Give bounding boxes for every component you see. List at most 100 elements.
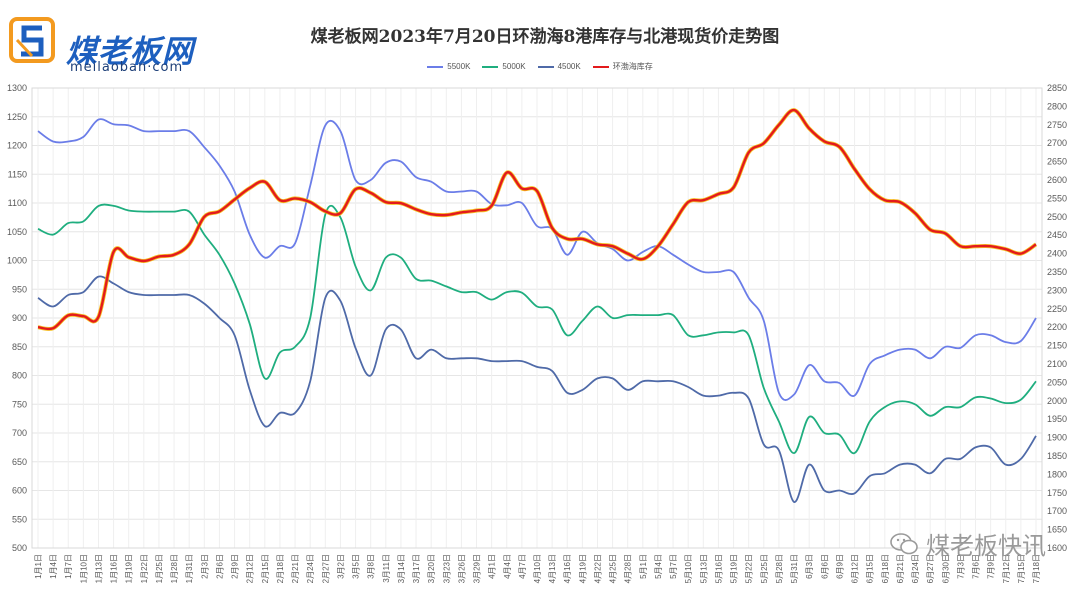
logo-domain: meilaoban·com — [70, 60, 184, 75]
y-axis-left: 500 550 600 650 700 750 800 850 900 950 1000 1050 11… — [7, 83, 27, 553]
series-line-4500k — [37, 275, 1037, 503]
y-tick-left: 1050 — [7, 227, 27, 237]
x-tick: 7月3日 — [956, 554, 965, 579]
x-tick: 3月20日 — [427, 554, 436, 583]
x-tick: 5月22日 — [745, 554, 754, 583]
x-tick: 5月19日 — [730, 554, 739, 583]
x-tick: 6月27日 — [926, 554, 935, 583]
x-tick: 3月14日 — [397, 554, 406, 583]
y-tick-right: 2300 — [1047, 285, 1067, 295]
series-line-5500k — [37, 118, 1037, 401]
y-tick-right: 1900 — [1047, 433, 1067, 443]
chart-title: 煤老板网2023年7月20日环渤海8港库存与北港现货价走势图 — [310, 27, 780, 47]
x-tick: 1月7日 — [64, 554, 73, 579]
x-tick: 4月28日 — [624, 554, 633, 583]
y-tick-right: 2450 — [1047, 230, 1067, 240]
legend-label-inventory: 环渤海库存 — [612, 62, 653, 71]
x-tick: 1月19日 — [125, 554, 134, 583]
x-tick: 4月19日 — [578, 554, 587, 583]
y-tick-right: 2150 — [1047, 341, 1067, 351]
x-tick: 2月9日 — [231, 554, 240, 579]
x-tick: 3月2日 — [336, 554, 345, 579]
y-tick-right: 1750 — [1047, 488, 1067, 498]
x-tick: 4月7日 — [518, 554, 527, 579]
x-tick: 6月24日 — [911, 554, 920, 583]
x-tick: 6月21日 — [896, 554, 905, 583]
x-tick: 2月27日 — [321, 554, 330, 583]
legend-swatch-4500k — [537, 65, 554, 68]
legend-label-4500k: 4500K — [557, 62, 581, 71]
y-tick-right: 1700 — [1047, 506, 1067, 516]
y-tick-right: 2700 — [1047, 138, 1067, 148]
x-tick: 5月28日 — [775, 554, 784, 583]
y-tick-right: 1950 — [1047, 414, 1067, 424]
x-tick: 5月10日 — [684, 554, 693, 583]
y-tick-left: 750 — [12, 399, 27, 409]
x-tick: 4月10日 — [533, 554, 542, 583]
x-tick: 1月28日 — [170, 554, 179, 583]
x-tick: 4月4日 — [503, 554, 512, 579]
y-tick-left: 1000 — [7, 256, 27, 266]
y-tick-right: 2200 — [1047, 322, 1067, 332]
x-tick: 7月6日 — [972, 554, 981, 579]
watermark: 煤老板快讯 — [890, 526, 1046, 561]
x-tick: 5月1日 — [639, 554, 648, 579]
x-tick: 7月15日 — [1017, 554, 1026, 583]
x-tick: 1月13日 — [94, 554, 103, 583]
y-tick-left: 1100 — [8, 198, 27, 208]
legend-item-5000k: 5000K — [482, 61, 526, 72]
x-tick: 2月21日 — [291, 554, 300, 583]
x-tick: 3月17日 — [412, 554, 421, 583]
series-line-inventory — [37, 108, 1037, 331]
x-tick: 6月3日 — [805, 554, 814, 579]
x-tick: 1月16日 — [110, 554, 119, 583]
x-tick: 6月6日 — [820, 554, 829, 579]
x-tick: 5月7日 — [669, 554, 678, 579]
legend-swatch-inventory — [592, 65, 609, 68]
y-tick-right: 2850 — [1047, 83, 1067, 93]
x-tick: 3月23日 — [442, 554, 451, 583]
y-tick-right: 2050 — [1047, 377, 1067, 387]
y-tick-right: 2100 — [1047, 359, 1067, 369]
x-tick: 1月22日 — [140, 554, 149, 583]
x-tick: 1月31日 — [185, 554, 194, 583]
x-tick: 4月1日 — [488, 554, 497, 579]
y-tick-left: 950 — [12, 284, 27, 294]
x-axis: 1月1日 1月4日 1月7日 1月10日 1月13日 1月16日 1月19日 1月22日 1月2… — [34, 554, 1041, 583]
x-tick: 3月11日 — [382, 554, 391, 583]
y-tick-right: 2000 — [1047, 396, 1067, 406]
legend-label-5000k: 5000K — [502, 62, 526, 71]
x-tick: 2月15日 — [261, 554, 270, 583]
y-tick-left: 500 — [12, 543, 27, 553]
y-tick-right: 2800 — [1047, 101, 1067, 111]
plot-frame — [31, 87, 1043, 549]
x-tick: 7月12日 — [1002, 554, 1011, 583]
logo: 煤老板网 meilaoban·com — [8, 12, 218, 75]
series-line-5000k — [37, 203, 1037, 455]
legend-swatch-5000k — [482, 65, 499, 68]
x-tick: 3月8日 — [367, 554, 376, 579]
series-group — [37, 108, 1038, 503]
y-tick-left: 900 — [12, 313, 27, 323]
x-tick: 1月10日 — [79, 554, 88, 583]
x-tick: 6月12日 — [851, 554, 860, 583]
y-tick-right: 2600 — [1047, 175, 1067, 185]
x-tick: 4月22日 — [593, 554, 602, 583]
x-tick: 2月12日 — [246, 554, 255, 583]
y-tick-left: 650 — [12, 457, 27, 467]
y-tick-right: 2650 — [1047, 157, 1067, 167]
y-tick-left: 700 — [12, 428, 27, 438]
y-tick-left: 1250 — [7, 112, 27, 122]
y-tick-right: 1600 — [1047, 543, 1067, 553]
legend-item-5500k: 5500K — [427, 61, 470, 72]
x-tick: 5月25日 — [760, 554, 769, 583]
x-tick: 4月13日 — [548, 554, 557, 583]
y-tick-left: 1300 — [7, 83, 27, 93]
x-tick: 1月4日 — [49, 554, 58, 579]
x-tick: 7月9日 — [987, 554, 996, 579]
x-tick: 5月16日 — [714, 554, 723, 583]
x-tick: 5月4日 — [654, 554, 663, 579]
x-tick: 4月16日 — [563, 554, 572, 583]
y-tick-right: 2250 — [1047, 304, 1067, 314]
